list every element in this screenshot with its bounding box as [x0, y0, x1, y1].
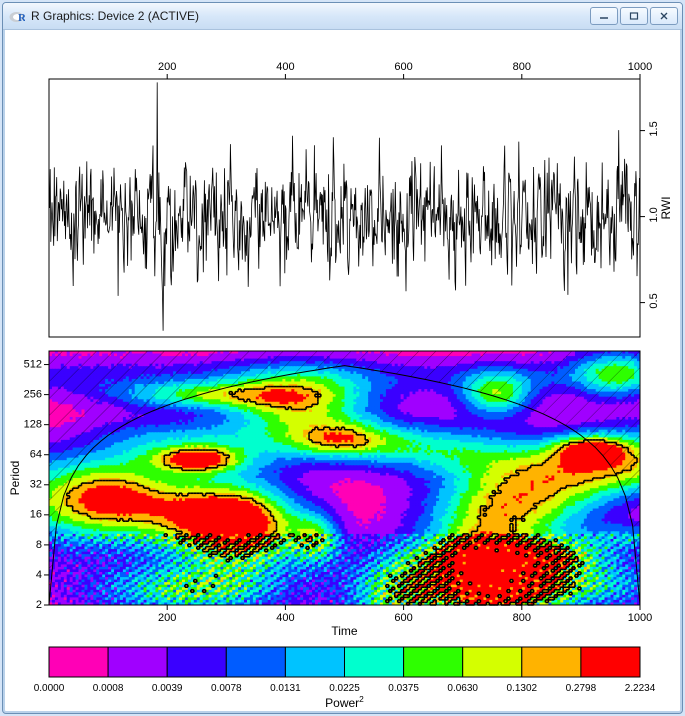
colorbar-tick-label: 0.0630 — [447, 683, 478, 694]
wavelet-ytick-label: 512 — [24, 358, 42, 370]
plot-client-area: 20040060080010000.51.01.5RWI248163264128… — [7, 33, 678, 709]
colorbar-tick-label: 0.0078 — [211, 683, 242, 694]
ts-ylabel: RWI — [659, 196, 673, 219]
ts-xtick-label: 600 — [394, 61, 412, 73]
colorbar-swatch — [463, 647, 522, 677]
wavelet-xtick-label: 200 — [158, 612, 176, 624]
maximize-button[interactable] — [620, 7, 648, 25]
r-graphics-window: R R Graphics: Device 2 (ACTIVE) 200 400 60… — [2, 2, 683, 714]
wavelet-xtick-label: 800 — [513, 612, 531, 624]
colorbar-swatch — [167, 647, 226, 677]
colorbar-label: Power2 — [325, 694, 364, 710]
colorbar: 0.0000 0.0008 0.0039 0.0078 0.0131 0.0225 0.03… — [34, 647, 656, 710]
timeseries-line — [50, 82, 640, 330]
colorbar-tick-label: 0.0375 — [388, 683, 419, 694]
colorbar-tick-label: 0.2798 — [566, 683, 597, 694]
titlebar[interactable]: R R Graphics: Device 2 (ACTIVE) — [3, 3, 682, 30]
colorbar-swatch — [285, 647, 344, 677]
colorbar-swatch — [404, 647, 463, 677]
colorbar-tick-label: 0.0008 — [93, 683, 124, 694]
window-title: R Graphics: Device 2 (ACTIVE) — [31, 9, 590, 23]
colorbar-swatch — [49, 647, 108, 677]
colorbar-swatch — [522, 647, 581, 677]
r-app-icon: R — [9, 8, 25, 24]
wavelet-ytick-label: 2 — [36, 599, 42, 611]
ts-ytick-label: 1.5 — [648, 121, 660, 136]
colorbar-swatch — [345, 647, 404, 677]
ts-xtick-label: 1000 — [628, 61, 652, 73]
close-button[interactable] — [650, 7, 678, 25]
colorbar-tick-label: 0.1302 — [507, 683, 538, 694]
colorbar-swatch — [581, 647, 640, 677]
timeseries-panel: 20040060080010000.51.01.5RWI — [49, 61, 673, 337]
ts-xtick-label: 200 — [158, 61, 176, 73]
wavelet-xlabel: Time — [331, 624, 358, 638]
wavelet-ylabel: Period — [8, 461, 22, 496]
minimize-button[interactable] — [590, 7, 618, 25]
wavelet-ytick-label: 128 — [24, 419, 42, 431]
wavelet-ytick-label: 256 — [24, 389, 42, 401]
colorbar-swatch — [108, 647, 167, 677]
colorbar-tick-label: 0.0039 — [152, 683, 183, 694]
ts-ytick-label: 0.5 — [648, 293, 660, 308]
colorbar-tick-label: 0.0225 — [329, 683, 360, 694]
ts-xtick-label: 800 — [513, 61, 531, 73]
colorbar-tick-label: 0.0000 — [34, 683, 65, 694]
wavelet-ytick-label: 8 — [36, 539, 42, 551]
wavelet-ytick-label: 32 — [30, 479, 42, 491]
colorbar-tick-label: 0.0131 — [270, 683, 301, 694]
colorbar-swatch — [226, 647, 285, 677]
svg-text:R: R — [18, 12, 25, 24]
wavelet-ytick-label: 16 — [30, 509, 42, 521]
ts-xtick-label: 400 — [276, 61, 294, 73]
plot-area: 20040060080010000.51.01.5RWI248163264128… — [7, 33, 678, 709]
wavelet-xtick-label: 400 — [276, 612, 294, 624]
wavelet-panel: 2 4 8 16 32 64 128 256 512 Period 200 400 600 800 1000… — [8, 351, 652, 638]
wavelet-xtick-label: 600 — [394, 612, 412, 624]
wavelet-xtick-label: 1000 — [628, 612, 652, 624]
wavelet-ytick-label: 64 — [30, 449, 42, 461]
colorbar-tick-label: 2.2234 — [625, 683, 656, 694]
window-controls — [590, 7, 678, 25]
wavelet-ytick-label: 4 — [36, 569, 42, 581]
